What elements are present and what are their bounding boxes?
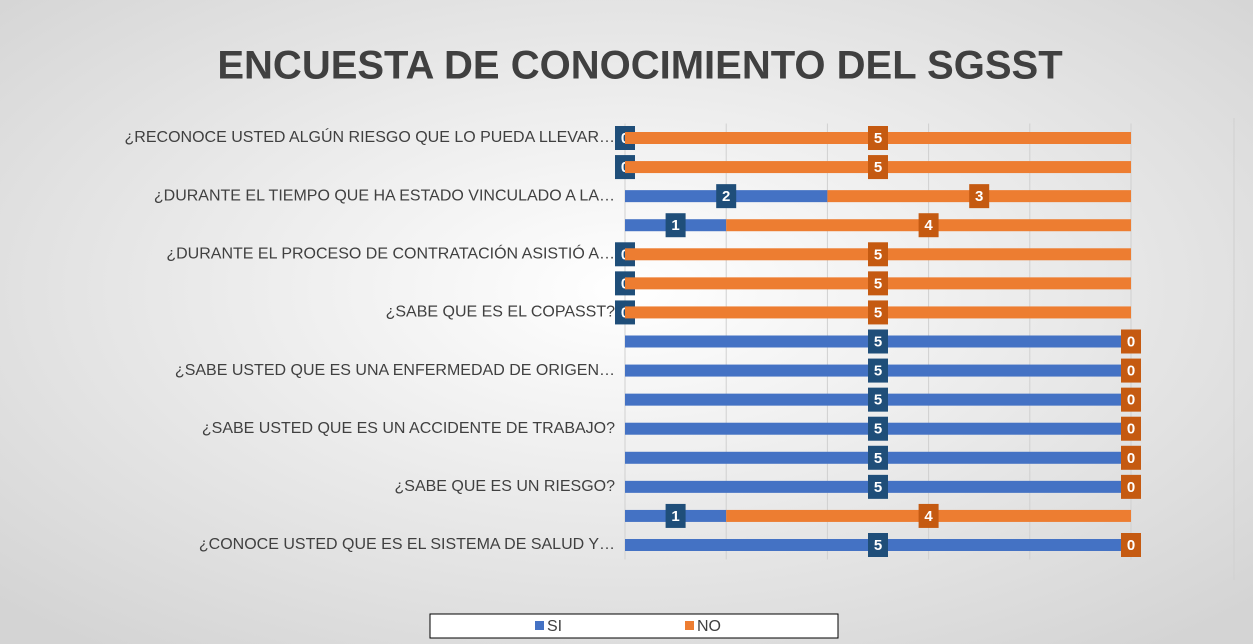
value-label: 5 [874, 363, 882, 380]
value-label: 5 [874, 421, 882, 438]
category-label: ¿SABE USTED QUE ES UN ACCIDENTE DE TRABA… [202, 420, 615, 437]
legend-label: SI [547, 618, 562, 635]
value-label: 0 [1127, 479, 1135, 496]
category-label: ¿CONOCE USTED QUE ES EL SISTEMA DE SALUD… [199, 536, 615, 553]
legend-box [429, 613, 839, 639]
value-label: 5 [874, 304, 882, 321]
value-label-box [868, 271, 888, 296]
value-label-box [665, 503, 686, 528]
legend-swatch [535, 621, 544, 630]
value-label: 2 [722, 188, 730, 205]
value-label-box [1121, 445, 1141, 470]
value-label-box [868, 474, 888, 499]
value-label: 4 [924, 508, 933, 525]
value-label-box [1121, 533, 1141, 557]
legend-swatch [685, 621, 694, 630]
value-label-box [868, 242, 888, 267]
value-label: 0 [1127, 392, 1135, 409]
value-label: 5 [874, 450, 882, 467]
value-label-box [868, 155, 888, 180]
value-label: 3 [975, 188, 983, 205]
category-label: ¿SABE QUE ES EL COPASST? [386, 304, 616, 321]
value-label-box [1121, 358, 1141, 383]
value-label-box [1121, 329, 1141, 354]
value-label: 1 [671, 508, 679, 525]
value-label-box [1121, 416, 1141, 441]
value-label: 5 [874, 159, 882, 176]
value-label: 4 [924, 217, 933, 234]
value-label: 0 [1127, 537, 1135, 554]
value-label-box [1121, 387, 1141, 412]
value-label: 5 [874, 537, 882, 554]
value-label: 0 [1127, 421, 1135, 438]
category-label: ¿RECONOCE USTED ALGÚN RIESGO QUE LO PUED… [125, 127, 615, 146]
category-label: ¿DURANTE EL TIEMPO QUE HA ESTADO VINCULA… [154, 187, 615, 204]
value-label-box [868, 445, 888, 470]
category-label: ¿DURANTE EL PROCESO DE CONTRATACIÓN ASIS… [166, 244, 615, 263]
value-label-box [716, 184, 737, 209]
value-label-box [868, 300, 888, 325]
value-label-box [918, 503, 939, 528]
value-label: 5 [874, 333, 882, 350]
value-label: 5 [874, 130, 882, 147]
value-label-box [665, 213, 686, 238]
value-label-box [868, 126, 888, 150]
value-label-box [868, 387, 888, 412]
category-label: ¿SABE USTED QUE ES UNA ENFERMEDAD DE ORI… [175, 362, 615, 379]
value-label: 1 [671, 217, 679, 234]
value-label-box [868, 329, 888, 354]
value-label-box [868, 416, 888, 441]
value-label-box [868, 358, 888, 383]
chart-title: ENCUESTA DE CONOCIMIENTO DEL SGSST [217, 44, 1062, 88]
legend-label: NO [697, 618, 721, 635]
value-label-box [1121, 474, 1141, 499]
value-label: 0 [1127, 333, 1135, 350]
value-label: 5 [874, 275, 882, 292]
value-label: 0 [1127, 363, 1135, 380]
value-label-box [969, 184, 990, 209]
value-label: 5 [874, 246, 882, 263]
category-label: ¿SABE QUE ES UN RIESGO? [395, 478, 616, 495]
value-label-box [918, 213, 939, 238]
value-label-box [868, 533, 888, 557]
value-label: 0 [1127, 450, 1135, 467]
value-label: 5 [874, 479, 882, 496]
value-label: 5 [874, 392, 882, 409]
